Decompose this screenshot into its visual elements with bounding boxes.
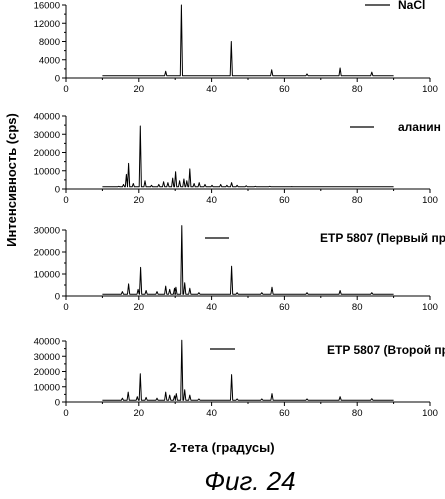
x-tick-label: 60 [279, 302, 290, 313]
x-tick-label: 40 [206, 302, 217, 313]
legend-label: NaCl [398, 0, 425, 12]
x-axis-label: 2-тета (градусы) [169, 440, 274, 455]
y-tick-label: 30000 [34, 226, 60, 237]
x-tick-label: 0 [63, 195, 68, 206]
chart-panel-3: 0 20 40 60 80 100 0 10000 20000 30000 ETP 5807 (Пе… [34, 226, 445, 314]
x-tick-label: 20 [134, 195, 145, 206]
y-tick-label: 20000 [34, 248, 60, 259]
y-tick-label: 10000 [34, 166, 60, 177]
y-axis-label: Интенсивность (cps) [4, 113, 19, 247]
y-tick-label: 10000 [34, 382, 60, 393]
diffraction-trace [102, 5, 393, 76]
y-tick-label: 40000 [34, 112, 60, 123]
x-tick-label: 60 [279, 408, 290, 419]
x-tick-label: 20 [134, 408, 145, 419]
y-tick-label: 0 [55, 292, 60, 303]
y-tick-label: 0 [55, 74, 60, 85]
x-tick-label: 100 [422, 408, 438, 419]
y-tick-label: 12000 [34, 19, 60, 30]
x-tick-label: 100 [422, 302, 438, 313]
legend-label: аланин [398, 120, 441, 134]
y-tick-label: 0 [55, 398, 60, 409]
x-tick-label: 40 [206, 408, 217, 419]
x-tick-label: 80 [352, 195, 363, 206]
x-tick-label: 100 [422, 84, 438, 95]
y-tick-label: 40000 [34, 337, 60, 348]
chart-panel-2: 0 20 40 60 80 100 0 10000 20000 30000 40000 аланин [34, 112, 441, 207]
x-tick-label: 0 [63, 84, 68, 95]
y-tick-label: 16000 [34, 1, 60, 12]
y-tick-label: 20000 [34, 367, 60, 378]
x-tick-label: 20 [134, 302, 145, 313]
x-tick-label: 80 [352, 408, 363, 419]
y-tick-label: 20000 [34, 148, 60, 159]
x-tick-label: 80 [352, 84, 363, 95]
chart-panel-4: 0 20 40 60 80 100 0 10000 20000 30000 40000 ETP 580… [34, 337, 445, 420]
panels-container: 0204060801000400080001200016000NaCl02040… [34, 0, 445, 419]
x-tick-label: 80 [352, 302, 363, 313]
x-tick-label: 60 [279, 195, 290, 206]
chart-panel-1: 0 20 40 60 80 100 0 4000 8000 12000 16000 NaCl [34, 0, 438, 95]
x-tick-label: 20 [134, 84, 145, 95]
legend-label: ETP 5807 (Второй проход) [327, 343, 445, 357]
y-tick-label: 8000 [39, 37, 60, 48]
legend-label: ETP 5807 (Первый проход) [320, 231, 445, 245]
y-tick-label: 30000 [34, 352, 60, 363]
x-tick-label: 100 [422, 195, 438, 206]
y-tick-label: 10000 [34, 270, 60, 281]
y-tick-label: 4000 [39, 55, 60, 66]
x-tick-label: 40 [206, 84, 217, 95]
x-tick-label: 60 [279, 84, 290, 95]
x-tick-label: 0 [63, 302, 68, 313]
y-tick-label: 0 [55, 185, 60, 196]
x-tick-label: 0 [63, 408, 68, 419]
figure-caption: Фиг. 24 [204, 466, 295, 496]
y-tick-label: 30000 [34, 130, 60, 141]
diffraction-trace [102, 126, 393, 187]
x-tick-label: 40 [206, 195, 217, 206]
